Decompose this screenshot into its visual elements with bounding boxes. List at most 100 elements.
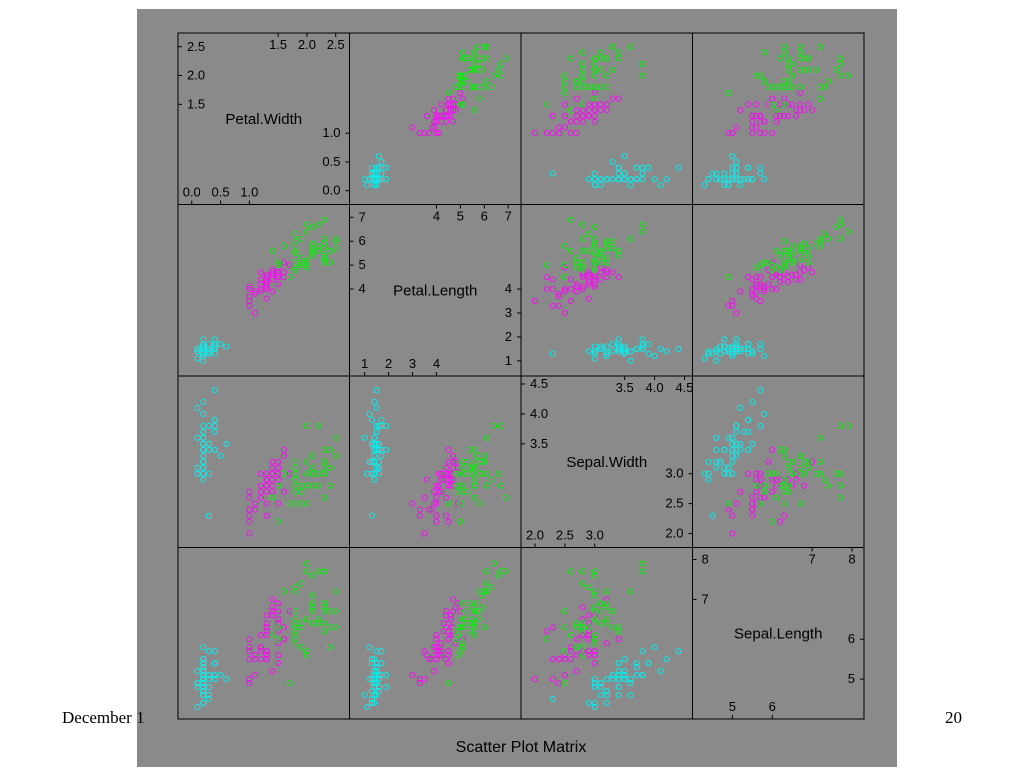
point-r2-c0-s0-8	[200, 476, 207, 483]
point-r1-c0-s2-44	[332, 245, 339, 252]
point-r3-c1-s2-30	[483, 580, 490, 587]
point-r1-c0-s2-6	[286, 274, 293, 281]
point-r1-c2-s2-18	[567, 216, 574, 223]
point-r3-c1-s1-30	[428, 656, 435, 663]
point-r2-c1-s0-19	[373, 422, 380, 429]
point-r0-c1-s2-29	[476, 95, 483, 102]
point-r1-c2-s2-16	[591, 250, 598, 257]
point-r0-c3-s1-1	[785, 101, 792, 108]
point-r2-c3-s0-38	[705, 470, 712, 477]
point-r0-c3-s0-42	[705, 176, 712, 183]
point-r2-c1-s1-15	[442, 464, 450, 471]
point-r0-c2-s1-38	[591, 112, 598, 120]
point-r0-c1-s1-49	[435, 112, 442, 120]
point-r1-c3-s0-22	[713, 357, 720, 364]
point-r3-c1-s1-43	[416, 676, 423, 683]
point-r2-c0-s1-15	[269, 464, 276, 471]
point-r1-c3-s2-35	[837, 235, 844, 242]
diag-sepal-length-tick-right-0: 6	[848, 631, 855, 646]
point-r3-c0-s0-15	[211, 648, 218, 655]
point-r0-c1-s2-22	[497, 72, 505, 79]
point-r2-c0-s0-38	[200, 470, 207, 477]
point-r3-c1-s1-40	[442, 656, 450, 663]
point-r2-c0-s2-36	[326, 446, 334, 453]
point-r0-c1-s1-27	[457, 89, 464, 96]
point-r3-c1-s2-4	[476, 616, 483, 623]
point-r2-c1-s0-40	[368, 440, 375, 447]
point-r0-c2-s0-40	[621, 170, 628, 177]
point-r2-c3-s0-16	[745, 416, 752, 423]
point-r3-c0-s1-49	[263, 648, 270, 655]
point-r3-c0-s0-12	[194, 684, 201, 691]
point-r3-c2-s1-49	[579, 648, 586, 655]
point-r2-c1-s0-28	[371, 446, 378, 453]
point-r1-c3-s2-49	[765, 259, 772, 266]
point-r1-c2-s1-29	[567, 297, 574, 305]
point-r3-c0-s2-13	[303, 648, 310, 655]
point-r2-c3-s2-43	[801, 458, 808, 465]
point-r3-c1-s1-29	[421, 648, 428, 655]
point-r0-c2-s0-44	[639, 164, 646, 171]
point-r3-c2-s1-18	[543, 628, 550, 635]
point-r2-c0-s2-25	[292, 458, 299, 465]
point-r2-c3-s0-6	[713, 446, 720, 453]
point-r2-c3-s0-27	[737, 440, 744, 447]
point-r0-c2-s1-34	[591, 101, 598, 108]
point-r2-c3-s0-45	[721, 470, 728, 477]
point-r3-c2-s2-45	[591, 608, 598, 615]
point-r1-c3-s1-46	[757, 281, 764, 288]
point-r1-c0-s2-48	[321, 252, 328, 259]
point-r0-c2-s2-13	[561, 72, 568, 79]
point-r1-c3-s2-45	[797, 257, 804, 264]
point-r1-c3-s2-0	[781, 238, 788, 245]
point-r3-c2-s0-22	[627, 692, 634, 699]
point-r0-c1-s0-23	[378, 158, 385, 165]
point-r3-c0-s1-43	[246, 676, 253, 683]
point-r0-c3-s2-22	[837, 72, 844, 79]
diag-petal-length-tick-right-2: 2	[505, 329, 512, 344]
diag-petal-width-tick-bottom-0: 0.0	[183, 185, 201, 200]
point-r2-c3-s1-26	[801, 482, 808, 489]
point-r1-c3-s1-20	[765, 266, 772, 273]
point-r1-c2-s1-40	[567, 276, 574, 283]
point-r3-c1-s2-49	[459, 640, 466, 647]
point-r0-c2-s1-47	[585, 112, 592, 120]
point-r3-c1-s0-24	[383, 684, 390, 691]
point-r3-c1-s0-46	[375, 672, 383, 679]
point-r0-c3-s2-39	[805, 66, 812, 73]
point-r2-c3-s1-28	[769, 476, 776, 483]
point-r1-c0-s2-46	[298, 262, 305, 269]
point-r1-c0-s2-40	[326, 247, 334, 254]
point-r3-c1-s2-34	[471, 632, 478, 639]
point-r0-c3-s0-31	[745, 164, 752, 171]
point-r0-c3-s2-38	[769, 84, 776, 91]
point-r2-c1-s0-48	[373, 428, 380, 435]
point-r3-c0-s0-36	[200, 656, 207, 663]
diag-petal-length-tick-left-1: 6	[359, 233, 366, 248]
point-r2-c3-s0-24	[721, 446, 728, 453]
point-r0-c3-s0-34	[725, 176, 732, 183]
point-r2-c3-s0-1	[725, 470, 732, 477]
point-r0-c3-s0-19	[733, 170, 740, 177]
point-r2-c1-s0-44	[383, 422, 390, 429]
point-r3-c1-s1-48	[409, 672, 416, 679]
point-r0-c3-s0-45	[721, 170, 728, 177]
point-r2-c0-s1-44	[263, 488, 270, 495]
point-r0-c3-s0-43	[729, 153, 736, 160]
point-r1-c2-s1-31	[555, 293, 562, 300]
point-r3-c1-s1-49	[435, 648, 442, 655]
point-r2-c0-s0-6	[205, 446, 213, 453]
point-r2-c3-s2-20	[805, 458, 812, 465]
point-r0-c3-s2-8	[797, 84, 804, 91]
point-r0-c2-s1-32	[573, 118, 580, 125]
point-r3-c1-s2-0	[481, 624, 488, 631]
point-r2-c3-s0-25	[729, 470, 736, 477]
point-r2-c3-s1-25	[793, 470, 800, 477]
point-r2-c3-s0-41	[709, 512, 716, 519]
point-r2-c0-s2-32	[315, 482, 322, 489]
point-r1-c2-s0-48	[633, 345, 640, 352]
point-r2-c0-s0-44	[211, 422, 218, 429]
point-r1-c2-s2-11	[573, 254, 580, 262]
point-r1-c2-s2-8	[561, 242, 568, 250]
point-r0-c2-s2-34	[567, 107, 574, 114]
